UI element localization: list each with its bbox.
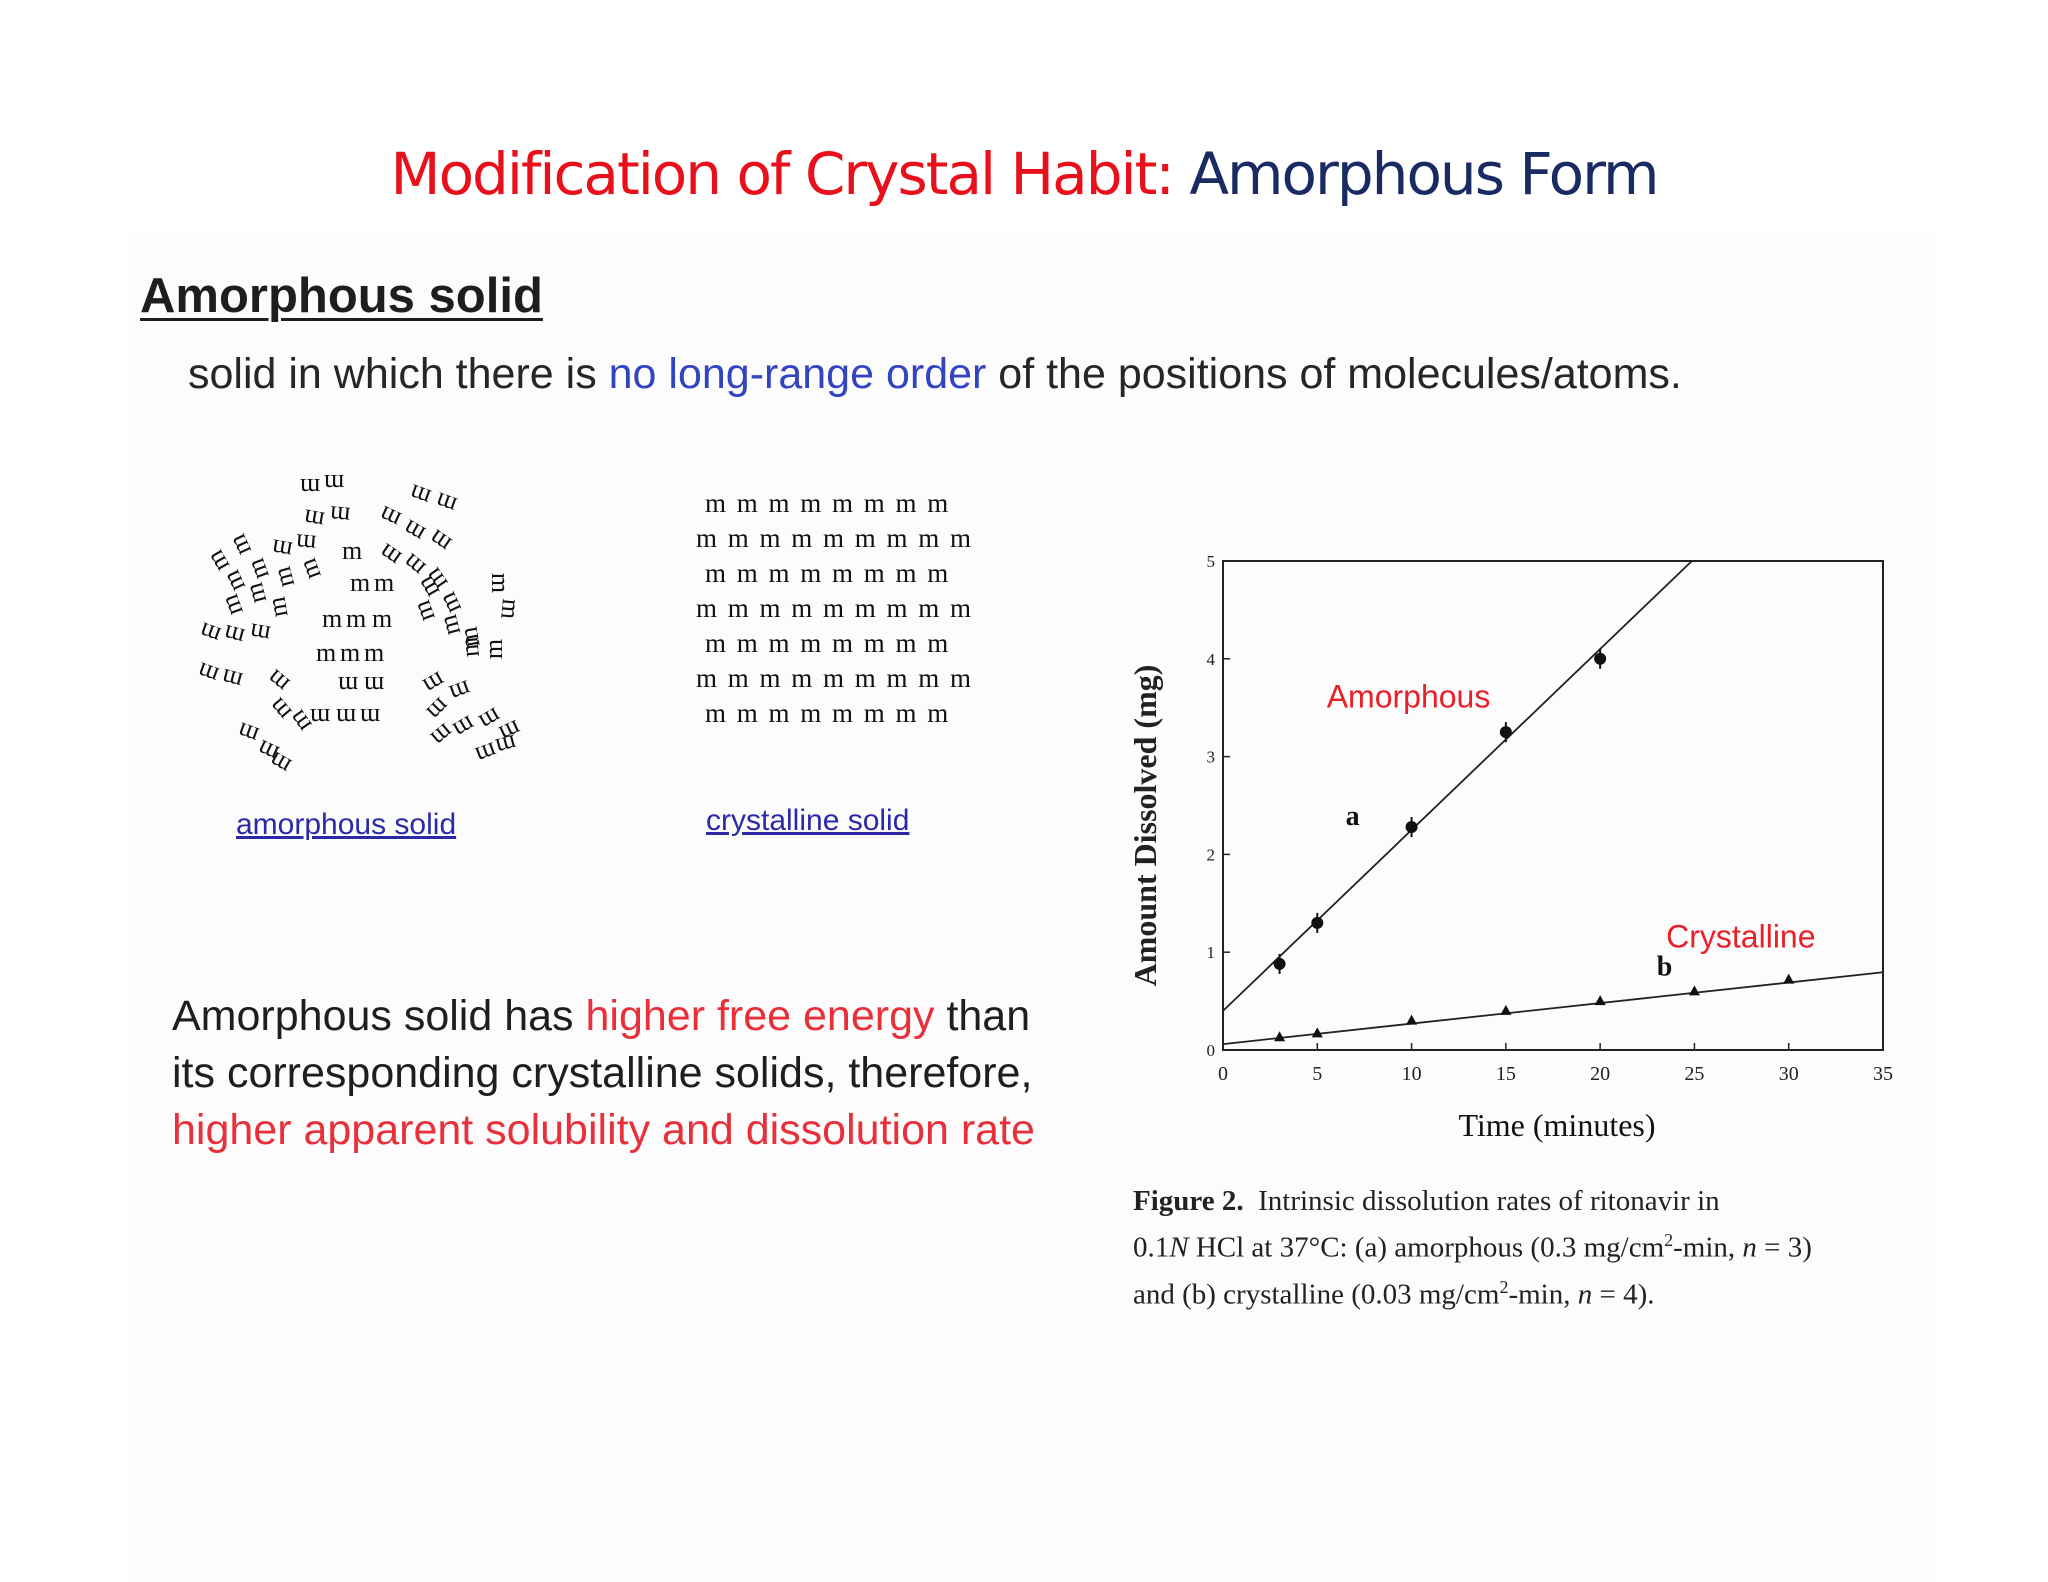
caption-text: = 4). (1592, 1278, 1655, 1311)
molecule-glyph: m (316, 638, 337, 667)
x-tick-label: 10 (1402, 1063, 1422, 1085)
y-tick-label: 5 (1207, 552, 1216, 571)
plot-frame (1222, 560, 1884, 1051)
caption-label: Figure 2. (1133, 1185, 1244, 1217)
x-tick-label: 20 (1590, 1063, 1610, 1085)
title-red-part: Modification of Crystal Habit: (390, 140, 1175, 208)
molecule-glyph: m (372, 604, 393, 633)
definition-after: of the positions of molecules/atoms. (986, 350, 1682, 398)
y-tick-label: 4 (1207, 650, 1216, 669)
molecule-glyph: m (346, 604, 367, 633)
series-marker-a: a (1346, 801, 1360, 832)
data-point-crystalline (1783, 973, 1795, 984)
molecule-glyph: m (374, 568, 395, 597)
fit-line-crystalline (1222, 971, 1884, 1046)
figure-caption: Figure 2. Intrinsic dissolution rates of… (1133, 1182, 1913, 1314)
x-tick-label: 30 (1779, 1063, 1799, 1085)
data-point-crystalline (1594, 995, 1606, 1006)
caption-line-2: 0.1N HCl at 37°C: (a) amorphous (0.3 mg/… (1133, 1221, 1913, 1268)
series-marker-b: b (1657, 952, 1673, 983)
molecule-glyph: m (324, 469, 345, 498)
data-point-crystalline (1688, 985, 1700, 996)
caption-text: 0.1 (1133, 1231, 1170, 1264)
y-axis-label: Amount Dissolved (mg) (1127, 665, 1163, 987)
crystal-row: m m m m m m m m m (696, 593, 974, 623)
caption-line-1: Figure 2. Intrinsic dissolution rates of… (1133, 1182, 1913, 1221)
y-tick-label: 2 (1207, 845, 1216, 864)
molecule-glyph: m (338, 671, 359, 700)
x-tick-label: 5 (1312, 1063, 1322, 1085)
molecule-glyph: m (310, 703, 331, 732)
data-point-crystalline (1311, 1027, 1323, 1038)
amorphous-solid-link[interactable]: amorphous solid (236, 808, 457, 841)
series-label-amorphous: Amorphous (1327, 679, 1491, 715)
section-heading: Amorphous solid (140, 269, 543, 323)
definition-highlight: no long-range order (608, 350, 987, 398)
conclusion-part2: than its corresponding crystalline solid… (172, 992, 1033, 1097)
molecule-glyph: m (322, 604, 343, 633)
x-tick-label: 35 (1873, 1063, 1893, 1085)
dissolution-chart: 0 5 10 15 20 25 30 35 0 1 2 3 4 5 Time (minutes) Amount… (1127, 552, 1893, 1143)
molecule-glyph: m (479, 638, 509, 660)
caption-superscript: 2 (1664, 1230, 1674, 1250)
molecule-glyph: m (486, 572, 516, 594)
slide-title: Modification of Crystal Habit: Amorphous… (0, 140, 2048, 208)
crystal-row: m m m m m m m m (705, 558, 951, 588)
data-point-crystalline (1500, 1004, 1512, 1015)
caption-text: and (b) crystalline (0.03 mg/cm (1133, 1278, 1500, 1311)
conclusion-text: Amorphous solid has higher free energy t… (172, 988, 1072, 1159)
crystal-row: m m m m m m m m m (696, 523, 974, 553)
conclusion-red1: higher free energy (585, 992, 935, 1040)
molecule-glyph: m (336, 703, 357, 732)
caption-text: HCl at 37°C: (a) amorphous (0.3 mg/cm (1188, 1231, 1665, 1264)
crystal-row: m m m m m m m m (705, 698, 951, 728)
data-point-crystalline (1406, 1014, 1418, 1025)
caption-text: -min, (1508, 1278, 1578, 1311)
crystalline-solid-link[interactable]: crystalline solid (706, 804, 910, 837)
caption-italic: N (1169, 1231, 1189, 1264)
x-tick-label: 15 (1496, 1063, 1516, 1085)
data-point-crystalline (1274, 1031, 1286, 1042)
caption-superscript: 2 (1499, 1276, 1509, 1297)
caption-line-3: and (b) crystalline (0.03 mg/cm2-min, n … (1133, 1268, 1913, 1315)
definition-text: solid in which there is no long-range or… (188, 350, 1682, 399)
caption-text: = 3) (1756, 1231, 1812, 1264)
molecule-glyph: m (360, 703, 381, 732)
fit-line-amorphous (1222, 560, 1693, 1012)
molecule-glyph: m (300, 473, 321, 502)
y-tick-label: 3 (1207, 748, 1216, 767)
molecule-glyph: m (364, 671, 385, 700)
caption-line1-text: Intrinsic dissolution rates of ritonavir… (1243, 1185, 1720, 1217)
caption-italic: n (1577, 1278, 1593, 1311)
molecule-glyph: m (364, 638, 385, 667)
molecule-glyph: m (495, 597, 526, 621)
x-axis-label: Time (minutes) (1458, 1107, 1655, 1143)
molecule-glyph: m (328, 500, 352, 531)
title-blue-part: Amorphous Form (1189, 140, 1659, 208)
crystal-row: m m m m m m m m (705, 488, 951, 518)
x-tick-label: 25 (1684, 1063, 1704, 1085)
conclusion-red2: higher apparent solubility and dissoluti… (172, 1106, 1035, 1154)
slide-content-panel (128, 232, 1936, 1582)
definition-before: solid in which there is (188, 350, 609, 398)
x-tick-label: 0 (1218, 1063, 1228, 1085)
molecule-glyph: m (342, 536, 363, 565)
crystal-row: m m m m m m m m m (696, 663, 974, 693)
caption-text: -min, (1673, 1231, 1743, 1264)
conclusion-part1: Amorphous solid has (172, 992, 586, 1040)
y-tick-label: 0 (1207, 1041, 1216, 1060)
caption-italic: n (1742, 1231, 1757, 1264)
molecule-glyph: m (340, 638, 361, 667)
molecule-glyph: m (350, 568, 371, 597)
series-label-crystalline: Crystalline (1666, 918, 1815, 954)
y-tick-label: 1 (1207, 943, 1216, 962)
molecule-glyph: m (294, 528, 318, 559)
crystal-row: m m m m m m m m (705, 628, 951, 658)
